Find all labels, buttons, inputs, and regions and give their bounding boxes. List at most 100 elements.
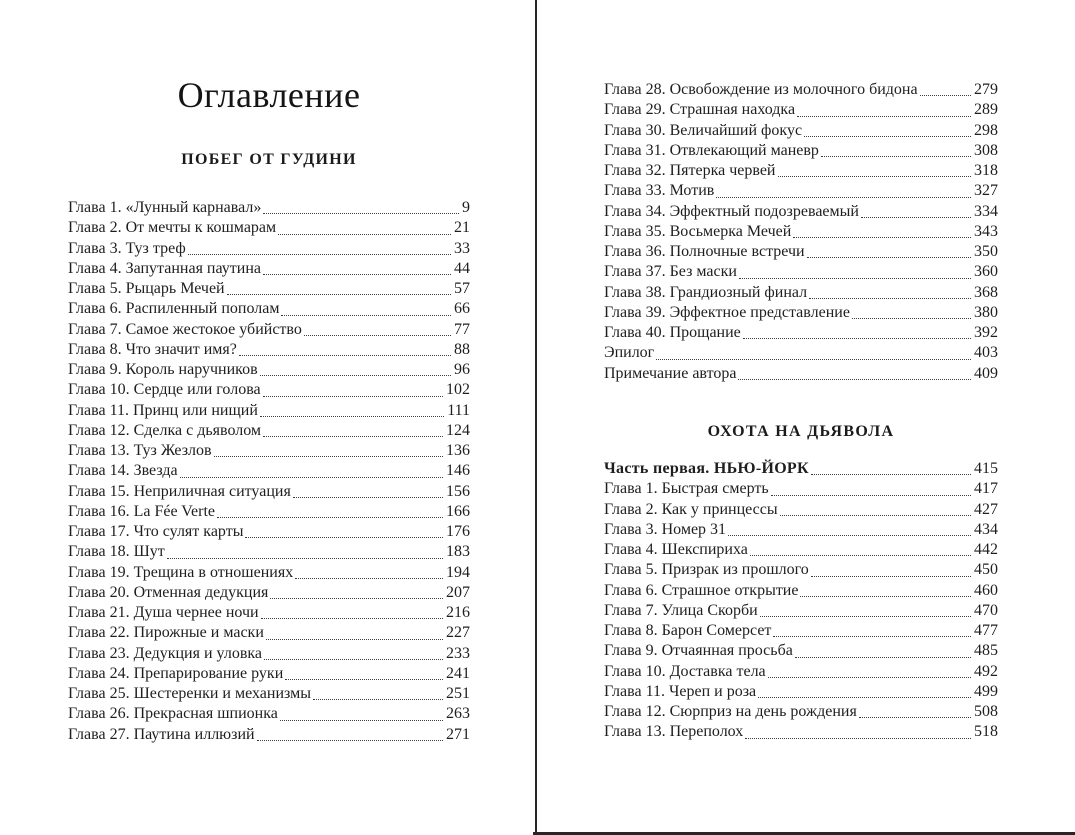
toc-entry: Глава 27. Паутина иллюзий 271 [68,725,470,745]
section-heading-houdini: ПОБЕГ ОТ ГУДИНИ [181,151,357,168]
dot-leader [738,277,971,279]
toc-entry: Глава 2. От мечты к кошмарам 21 [68,218,470,238]
toc-entry: Глава 8. Что значит имя? 88 [68,340,470,360]
dot-leader [773,636,971,638]
dot-leader [810,474,971,476]
dot-leader [217,517,443,518]
toc-entry-page: 146 [446,462,470,480]
toc-entry: Глава 4. Шекспириха 442 [604,540,998,560]
toc-entry: Глава 12. Сделка с дьяволом 124 [68,421,470,441]
toc-entry-page: 33 [454,239,470,257]
toc-list-houdini: Глава 1. «Лунный карнавал» 9 Глава 2. От… [68,198,470,745]
toc-entry-page: 183 [446,543,470,561]
toc-entry: Глава 35. Восьмерка Мечей 343 [604,222,998,242]
toc-entry-page: 111 [447,401,470,419]
toc-entry-page: 279 [974,81,998,98]
toc-entry-page: 343 [974,222,998,240]
dot-leader [779,514,971,516]
toc-entry: Глава 6. Распиленный пополам 66 [68,299,470,319]
toc-entry-title: Часть первая. НЬЮ-ЙОРК [604,460,809,477]
toc-entry-page: 442 [974,541,998,558]
dot-leader [260,618,443,620]
toc-entry: Глава 31. Отвлекающий маневр 308 [604,141,998,161]
toc-entry: Глава 18. Шут 183 [68,542,470,562]
dot-leader [213,456,443,458]
toc-entry-title: Глава 10. Сердце или голова [68,381,261,399]
dot-leader [238,355,451,356]
toc-entry: Глава 25. Шестеренки и механизмы 251 [68,684,470,704]
dot-leader [767,676,971,678]
toc-entry-page: 57 [454,280,470,297]
dot-leader [245,537,443,539]
toc-entry-title: Глава 2. От мечты к кошмарам [68,219,277,237]
toc-entry-page: 518 [974,723,998,741]
toc-entry: Глава 6. Страшное открытие 460 [604,581,998,601]
page-bottom-edge [533,832,1075,835]
dot-leader [166,557,443,559]
toc-entry-title: Глава 32. Пятерка червей [604,162,776,179]
toc-entry: Глава 5. Рыцарь Мечей 57 [68,279,470,299]
toc-entry: Глава 29. Страшная находка 289 [604,100,998,120]
toc-entry-title: Глава 34. Эффектный подозреваемый [604,202,859,220]
toc-entry: Глава 28. Освобождение из молочного бидо… [604,80,998,100]
toc-list-houdini-continued: Глава 28. Освобождение из молочного бидо… [604,80,998,384]
toc-entry: Глава 2. Как у принцессы 427 [604,500,998,520]
toc-entry-page: 251 [446,685,470,702]
toc-entry-title: Глава 4. Шекспириха [604,541,748,558]
dot-leader [256,739,443,741]
toc-entry-page: 508 [974,703,998,720]
dot-leader [820,156,971,157]
toc-entry-page: 409 [974,364,998,382]
toc-entry-title: Глава 5. Рыцарь Мечей [68,280,225,297]
toc-entry-page: 21 [454,219,470,237]
toc-entry-title: Глава 3. Туз треф [68,239,186,257]
toc-entry: Глава 39. Эффектное представление 380 [604,303,998,323]
toc-entry-title: Глава 12. Сделка с дьяволом [68,421,262,439]
toc-entry: Глава 1. Быстрая смерть 417 [604,479,998,499]
toc-list-devil: Часть первая. НЬЮ-ЙОРК 415 Глава 1. Быст… [604,459,998,743]
toc-entry: Глава 4. Запутанная паутина 44 [68,259,470,279]
toc-entry-title: Глава 33. Мотив [604,182,715,200]
toc-entry-page: 360 [974,263,998,281]
toc-entry-title: Глава 40. Прощание [604,324,741,341]
dot-leader [312,699,443,701]
toc-entry-title: Глава 17. Что сулят карты [68,523,244,540]
dot-leader [858,717,971,719]
toc-entry-page: 9 [462,199,470,216]
toc-entry-page: 241 [446,664,470,682]
toc-entry: Глава 8. Барон Сомерсет 477 [604,621,998,641]
toc-entry-title: Глава 31. Отвлекающий маневр [604,141,819,159]
toc-entry: Глава 13. Туз Жезлов 136 [68,441,470,461]
dot-leader [794,656,971,658]
toc-entry: Глава 15. Неприличная ситуация 156 [68,482,470,502]
toc-entry-title: Глава 18. Шут [68,543,165,561]
toc-entry-title: Глава 11. Череп и роза [604,682,757,700]
toc-entry-page: 77 [454,320,470,338]
toc-entry-page: 176 [446,523,470,540]
dot-leader [742,338,971,340]
dot-leader [278,233,451,235]
toc-entry-title: Глава 28. Освобождение из молочного бидо… [604,81,918,98]
toc-entry: Глава 17. Что сулят карты 176 [68,522,470,542]
dot-leader [759,616,971,617]
toc-entry: Глава 30. Величайший фокус 298 [604,121,998,141]
toc-entry-title: Глава 24. Препарирование руки [68,664,284,682]
dot-leader [851,318,971,319]
dot-leader [919,95,971,97]
toc-entry: Глава 13. Переполох 518 [604,722,998,742]
toc-entry-title: Глава 21. Душа чернее ночи [68,604,259,621]
toc-entry: Глава 14. Звезда 146 [68,461,470,481]
toc-entry-page: 427 [974,500,998,518]
dot-leader [728,535,971,536]
dot-leader [749,555,971,557]
toc-entry-page: 368 [974,283,998,301]
toc-entry-title: Глава 8. Барон Сомерсет [604,622,772,639]
toc-entry: Глава 20. Отменная дедукция 207 [68,583,470,603]
toc-entry-page: 327 [974,182,998,200]
toc-entry-title: Глава 2. Как у принцессы [604,500,778,518]
toc-entry-page: 380 [974,303,998,321]
toc-entry: Глава 10. Сердце или голова 102 [68,380,470,400]
toc-entry: Глава 36. Полночные встречи 350 [604,242,998,262]
toc-entry: Эпилог 403 [604,343,998,363]
dot-leader [656,358,971,360]
